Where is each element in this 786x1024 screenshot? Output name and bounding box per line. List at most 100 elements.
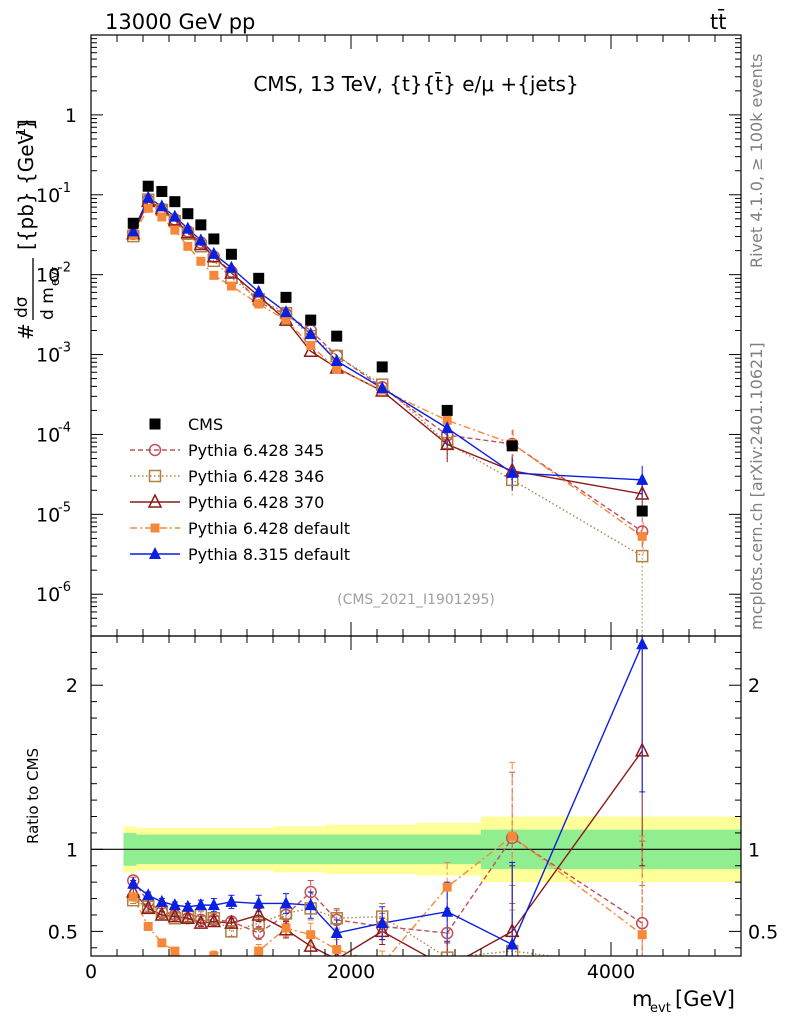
y-axis-label-main: # dσ d m evt [{pb} {GeV} -1 ] xyxy=(12,118,62,340)
ratio-point-p370 xyxy=(140,899,156,915)
legend-marker-p8def xyxy=(149,547,161,559)
ratio-point-p346 xyxy=(252,916,265,930)
ratio-point-p6def xyxy=(637,930,647,940)
y-tick-label-main: 10-6 xyxy=(36,580,71,606)
ratio-point-p345 xyxy=(252,926,265,940)
ratio-point-p345 xyxy=(304,885,317,899)
svg-text:d m: d m xyxy=(38,287,58,320)
analysis-id: (CMS_2021_I1901295) xyxy=(337,592,495,608)
x-tick-label: 2000 xyxy=(327,961,375,983)
legend-label-p8def: Pythia 8.315 default xyxy=(188,545,350,564)
series-point-p8def xyxy=(441,421,454,434)
svg-text:]: ] xyxy=(14,119,38,127)
ratio-line-p8def xyxy=(132,643,643,946)
y-tick-label-text: 1 xyxy=(65,105,77,127)
series-point-p6def xyxy=(196,256,206,266)
ratio-point-p6def xyxy=(254,946,264,956)
ratio-point-p370 xyxy=(504,922,520,938)
legend-label-p6def: Pythia 6.428 default xyxy=(188,519,350,538)
series-point-p8def xyxy=(142,190,155,203)
y-tick-label-exp: -5 xyxy=(58,500,71,515)
cms-data-point xyxy=(208,233,220,245)
series-point-p8def xyxy=(155,199,168,212)
ratio-point-p6def xyxy=(143,921,153,931)
series-point-p6def xyxy=(254,299,264,309)
mcplots-label: mcplots.cern.ch [arXiv:2401.10621] xyxy=(747,342,766,630)
cms-data-point xyxy=(225,248,237,260)
series-point-p6def xyxy=(306,340,316,350)
series-point-p8def xyxy=(168,209,181,222)
y-tick-label-main: 10-4 xyxy=(36,420,71,446)
y-tick-label-exp: -6 xyxy=(58,580,71,595)
ratio-point-p346 xyxy=(330,912,343,925)
x-tick-label: 0 xyxy=(85,961,97,983)
ratio-point-p345 xyxy=(635,916,649,930)
legend-label-p370: Pythia 6.428 370 xyxy=(188,493,324,512)
ratio-point-p8def xyxy=(181,899,194,912)
y-tick-label-main: 10-3 xyxy=(36,341,71,367)
ratio-point-p8def xyxy=(207,898,220,911)
cms-data-point xyxy=(127,217,139,229)
series-point-p8def xyxy=(127,224,140,237)
cms-data-point xyxy=(506,440,518,452)
ratio-point-p8def xyxy=(142,888,155,901)
svg-text:-1: -1 xyxy=(14,128,28,140)
x-axis-label: m evt [GeV] xyxy=(632,987,735,1016)
ratio-point-p8def xyxy=(506,937,519,950)
y-tick-label-main: 10-1 xyxy=(36,181,71,207)
svg-text:#: # xyxy=(14,323,38,340)
ratio-point-p8def xyxy=(441,904,454,917)
series-point-p8def xyxy=(225,260,238,273)
process-label: 13000 GeV pp xyxy=(105,10,255,34)
y-tick-label-main: 10-5 xyxy=(36,500,71,526)
y-tick-label-base: 10 xyxy=(36,345,60,367)
cms-data-point xyxy=(280,291,292,303)
ratio-point-p6def xyxy=(128,892,138,902)
series-point-p6def xyxy=(281,315,291,325)
y-tick-label-exp: -1 xyxy=(58,181,71,196)
series-point-p370 xyxy=(439,435,455,451)
y-tick-label-base: 10 xyxy=(36,185,60,207)
series-point-p6def xyxy=(209,270,219,280)
ratio-line-p346 xyxy=(132,899,557,956)
cms-data-point xyxy=(169,196,181,208)
ratio-point-p370 xyxy=(251,906,266,921)
y-tick-label-base: 10 xyxy=(36,584,60,606)
ratio-point-p8def xyxy=(127,876,140,889)
ratio-point-p346 xyxy=(207,912,221,925)
ratio-point-p370 xyxy=(441,960,453,972)
y-tick-label-exp: -3 xyxy=(58,341,71,356)
ratio-point-p6def xyxy=(332,944,342,954)
ratio-point-p370 xyxy=(303,937,318,952)
ratio-point-p370 xyxy=(154,906,170,921)
y-tick-label-ratio: 1 xyxy=(66,839,78,861)
y-tick-label-base: 10 xyxy=(36,424,60,446)
ratio-point-p6def xyxy=(183,960,192,969)
final-state-label: tt̄ xyxy=(710,9,726,34)
ratio-line-p6def xyxy=(132,835,643,956)
ratio-point-p8def xyxy=(636,637,649,650)
series-point-p6def xyxy=(442,415,452,425)
series-point-p370 xyxy=(303,342,318,358)
ratio-point-p345 xyxy=(440,926,454,940)
cms-data-point xyxy=(253,272,265,284)
series-point-p8def xyxy=(506,465,519,478)
ratio-point-p6def xyxy=(209,951,219,956)
y-tick-label-main: 10-2 xyxy=(36,261,71,287)
ratio-point-p346 xyxy=(637,962,648,973)
cms-data-point xyxy=(195,219,207,231)
ratio-point-p6def xyxy=(170,946,180,956)
ratio-point-p6def xyxy=(196,968,205,977)
series-point-p6def xyxy=(226,281,236,291)
cms-data-point xyxy=(331,330,343,342)
y-tick-label-ratio-right: 0.5 xyxy=(748,921,778,943)
cms-data-point xyxy=(376,361,388,373)
y-tick-label-ratio: 2 xyxy=(66,675,78,697)
svg-text:evt: evt xyxy=(650,1001,671,1016)
rivet-version-label: Rivet 4.1.0, ≥ 100k events xyxy=(747,54,766,268)
series-point-p8def xyxy=(181,221,194,234)
y-tick-label-exp: -4 xyxy=(58,420,71,435)
ratio-point-p370 xyxy=(224,914,239,929)
ratio-point-p8def xyxy=(252,896,265,909)
